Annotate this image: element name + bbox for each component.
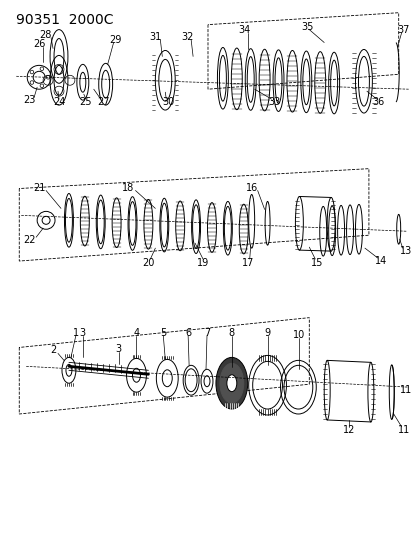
Text: 11: 11: [396, 425, 409, 435]
Ellipse shape: [216, 358, 247, 409]
Text: 12: 12: [342, 425, 354, 435]
Text: 21: 21: [33, 182, 45, 192]
Text: 6: 6: [185, 328, 191, 337]
Text: 13: 13: [399, 246, 411, 256]
Text: 25: 25: [79, 97, 92, 107]
Text: 34: 34: [238, 25, 250, 35]
Text: 37: 37: [396, 25, 409, 35]
Text: 4: 4: [133, 328, 139, 337]
Text: 1: 1: [73, 328, 79, 337]
Text: 26: 26: [33, 39, 45, 50]
Text: 90351  2000C: 90351 2000C: [16, 13, 114, 27]
Text: 28: 28: [39, 29, 51, 39]
Text: 31: 31: [149, 31, 161, 42]
Text: 32: 32: [180, 31, 193, 42]
Text: 8: 8: [228, 328, 234, 337]
Text: 16: 16: [245, 182, 257, 192]
Text: 24: 24: [53, 97, 65, 107]
Text: 29: 29: [109, 35, 121, 45]
Text: 3: 3: [115, 344, 121, 354]
Text: 9: 9: [264, 328, 270, 337]
Text: 30: 30: [162, 97, 174, 107]
Text: 36: 36: [372, 97, 384, 107]
Text: 18: 18: [122, 182, 134, 192]
Text: 15: 15: [310, 258, 323, 268]
Ellipse shape: [219, 364, 243, 403]
Text: 19: 19: [197, 258, 209, 268]
Text: 11: 11: [399, 385, 411, 395]
Text: 33: 33: [268, 97, 280, 107]
Text: 3: 3: [80, 328, 85, 337]
Text: 22: 22: [23, 235, 36, 245]
Text: 20: 20: [142, 258, 154, 268]
Text: 7: 7: [203, 328, 210, 337]
Text: 10: 10: [292, 329, 305, 340]
Ellipse shape: [226, 375, 236, 392]
Text: 35: 35: [300, 22, 313, 31]
Text: 5: 5: [160, 328, 166, 337]
Text: 27: 27: [97, 97, 110, 107]
Text: 2: 2: [50, 345, 56, 356]
Text: 14: 14: [374, 256, 386, 266]
Text: 17: 17: [241, 258, 253, 268]
Text: 23: 23: [23, 95, 35, 105]
